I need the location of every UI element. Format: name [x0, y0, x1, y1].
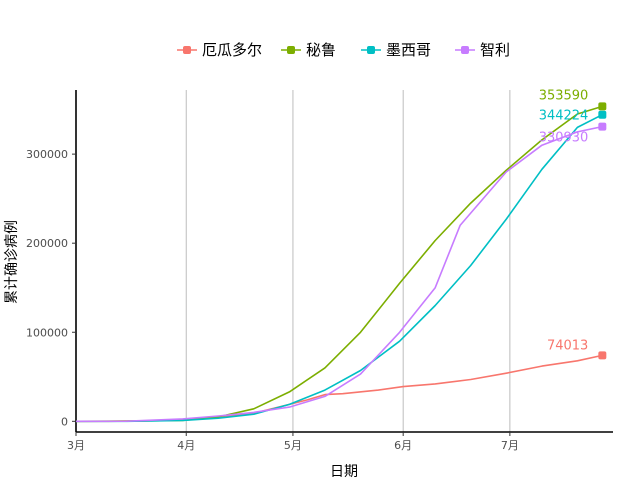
- series-layer: [75, 102, 607, 423]
- series-line: [76, 113, 603, 423]
- y-tick-label: 100000: [26, 326, 68, 339]
- series-line: [75, 125, 603, 423]
- axes: 3月 4月 5月 6月 7月 0 100000 200000 300000: [26, 90, 613, 452]
- series-end-point: [598, 110, 607, 119]
- series-end-point: [598, 122, 607, 131]
- end-value-label: 330930: [539, 131, 589, 146]
- end-value-label: 353590: [539, 88, 589, 103]
- series-end-point: [598, 351, 607, 360]
- y-tick-label: 300000: [26, 148, 68, 161]
- legend-label: 秘鲁: [306, 41, 336, 59]
- legend-key-marker: [367, 46, 375, 54]
- x-axis-title: 日期: [330, 464, 358, 480]
- end-labels: 74013 353590 344224 330930: [539, 88, 589, 353]
- legend: 厄瓜多尔 秘鲁 墨西哥 智利: [177, 41, 510, 59]
- y-tick-label: 200000: [26, 237, 68, 250]
- legend-label: 智利: [480, 41, 510, 59]
- x-tick-label: 5月: [284, 439, 302, 452]
- x-tick-label: 7月: [501, 439, 519, 452]
- legend-label: 墨西哥: [386, 41, 431, 59]
- x-tick-label: 6月: [394, 439, 412, 452]
- x-tick-label: 3月: [67, 439, 85, 452]
- legend-label: 厄瓜多尔: [202, 41, 262, 59]
- legend-key-marker: [183, 46, 191, 54]
- series-end-point: [598, 102, 607, 111]
- end-value-label: 74013: [547, 338, 588, 353]
- y-tick-label: 0: [61, 415, 68, 428]
- legend-key-marker: [287, 46, 295, 54]
- end-value-label: 344224: [539, 109, 589, 124]
- legend-key-marker: [461, 46, 469, 54]
- x-tick-label: 4月: [177, 439, 195, 452]
- y-axis-title: 累计确诊病例: [4, 220, 20, 304]
